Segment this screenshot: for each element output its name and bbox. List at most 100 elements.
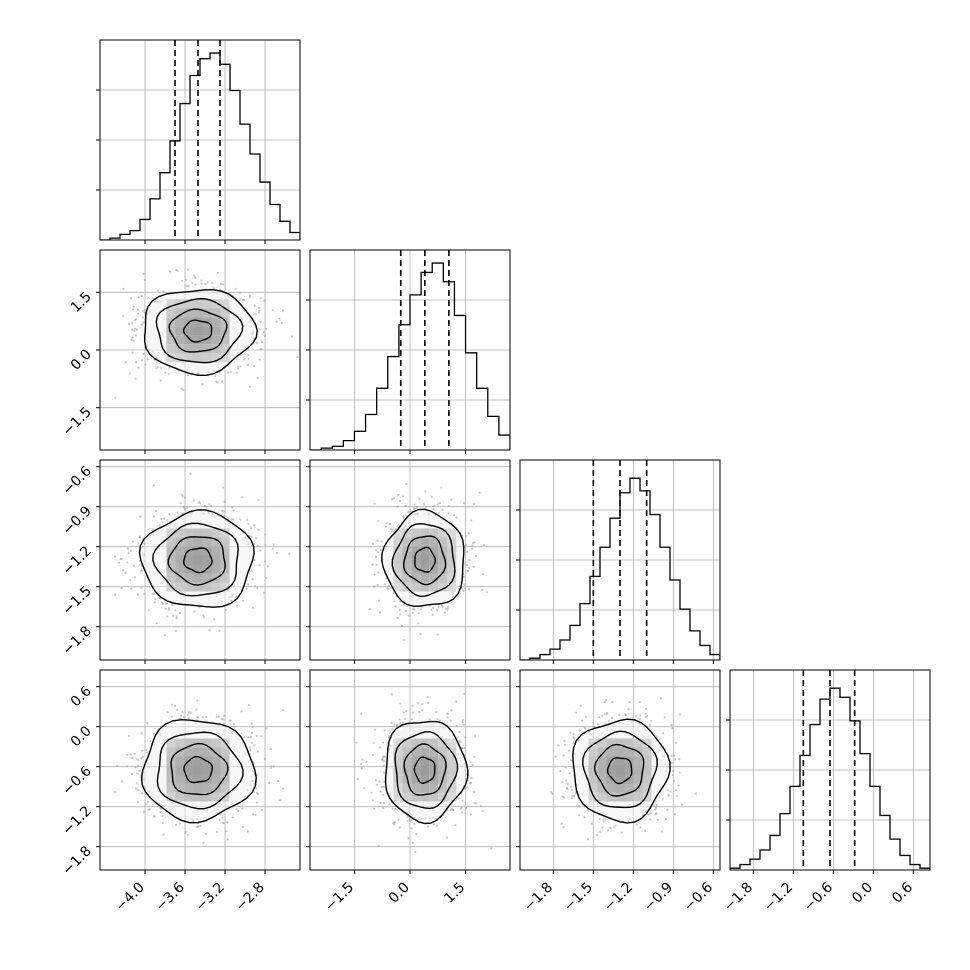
scatter-point: [661, 798, 664, 801]
contour-line: [152, 522, 239, 597]
scatter-point: [669, 790, 673, 793]
scatter-point: [87, 321, 89, 323]
scatter-point: [644, 715, 647, 719]
scatter-point: [418, 497, 421, 500]
scatter-point: [280, 321, 283, 325]
scatter-point: [236, 365, 240, 368]
scatter-point: [247, 522, 250, 526]
scatter-point: [412, 608, 415, 611]
scatter-point: [202, 616, 205, 619]
scatter-point: [253, 304, 256, 307]
scatter-point: [472, 565, 475, 568]
scatter-point: [250, 722, 253, 725]
scatter-point: [187, 717, 190, 720]
scatter-point: [373, 728, 377, 731]
scatter-point: [152, 731, 155, 735]
scatter-point: [417, 612, 420, 615]
y-tick-label: −1.8: [59, 843, 94, 878]
scatter-point: [156, 365, 160, 369]
scatter-point: [363, 787, 366, 790]
scatter-point: [627, 708, 630, 711]
axes-frame: [99, 39, 301, 241]
scatter-point: [660, 830, 663, 833]
scatter-point: [639, 714, 642, 717]
scatter-point: [391, 807, 394, 810]
scatter-point: [254, 813, 257, 817]
scatter-point: [152, 592, 156, 595]
scatter-point: [399, 613, 402, 616]
scatter-point: [596, 722, 600, 726]
scatter-point: [396, 505, 399, 508]
scatter-point: [611, 700, 614, 703]
scatter-point: [570, 785, 573, 788]
scatter-point: [206, 281, 209, 284]
x-tick-label: −0.6: [681, 879, 716, 914]
scatter-point: [187, 374, 190, 377]
panel-3-2: −1.8 −1.5 −1.2 −0.9 −0.6: [516, 669, 721, 915]
scatter-point: [369, 608, 372, 611]
scatter-point: [131, 540, 135, 543]
contour-line: [156, 731, 244, 810]
scatter-point: [557, 744, 560, 747]
scatter-point: [359, 763, 363, 766]
scatter-point: [375, 563, 378, 567]
scatter-point: [461, 747, 464, 750]
scatter-point: [263, 334, 267, 337]
scatter-point: [263, 560, 267, 563]
scatter-point: [258, 564, 261, 567]
y-tick-label: −1.5: [59, 583, 94, 618]
scatter-point: [458, 730, 461, 734]
scatter-point: [143, 592, 146, 595]
scatter-point: [186, 713, 189, 717]
scatter-point: [360, 767, 363, 770]
scatter-point: [260, 734, 263, 738]
scatter-point: [254, 313, 257, 316]
panel-2-2: [516, 459, 721, 664]
scatter-point: [263, 757, 266, 761]
scatter-point: [473, 802, 476, 805]
scatter-point: [202, 614, 205, 617]
scatter-point: [397, 493, 400, 496]
scatter-point: [572, 733, 575, 736]
scatter-point: [143, 542, 146, 545]
scatter-point: [136, 308, 140, 311]
scatter-point: [551, 792, 554, 795]
scatter-point: [215, 715, 218, 719]
scatter-point: [141, 755, 144, 758]
scatter-point: [139, 515, 142, 518]
scatter-point: [412, 711, 415, 714]
y-tick-label: 1.5: [68, 289, 95, 316]
axes-frame: [309, 459, 511, 661]
scatter-point: [178, 612, 182, 615]
scatter-point: [655, 804, 658, 807]
scatter-point: [214, 380, 218, 383]
scatter-point: [479, 805, 483, 808]
scatter-point: [240, 710, 243, 713]
scatter-point: [437, 606, 440, 609]
scatter-point: [255, 734, 258, 737]
scatter-point: [277, 779, 280, 783]
density-fill: [572, 719, 668, 821]
scatter-point: [135, 787, 138, 790]
scatter-point: [263, 331, 266, 334]
scatter-point: [253, 558, 256, 562]
scatter-point: [251, 725, 254, 728]
scatter-point: [180, 493, 184, 496]
scatter-point: [407, 837, 410, 840]
scatter-point: [371, 799, 374, 802]
scatter-point: [482, 544, 486, 547]
scatter-point: [432, 507, 435, 511]
scatter-point: [466, 569, 470, 573]
scatter-point: [459, 740, 462, 744]
scatter-point: [161, 602, 165, 606]
scatter-point: [157, 596, 160, 600]
y-tick-label: −0.9: [59, 503, 94, 538]
scatter-point: [222, 510, 225, 513]
scatter-point: [659, 697, 663, 700]
scatter-point: [141, 309, 144, 313]
scatter-point: [143, 308, 146, 311]
scatter-point: [247, 357, 250, 360]
scatter-point: [191, 281, 194, 284]
axes-frame: [729, 669, 931, 871]
scatter-point: [672, 779, 676, 783]
